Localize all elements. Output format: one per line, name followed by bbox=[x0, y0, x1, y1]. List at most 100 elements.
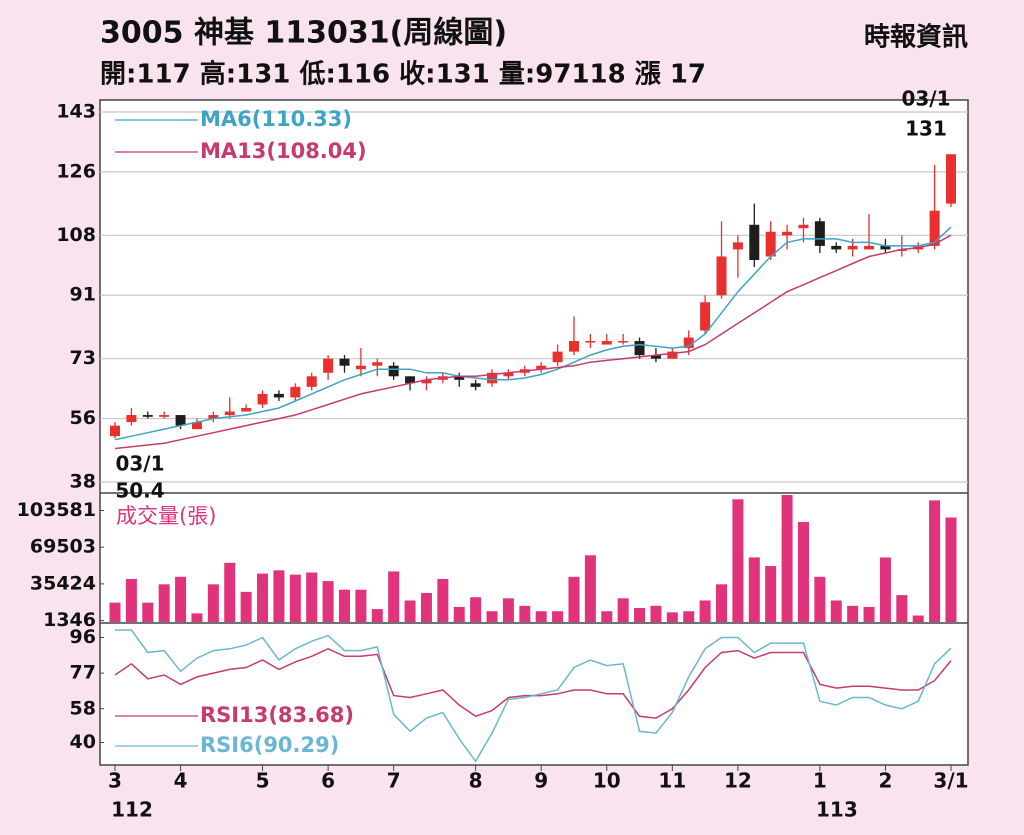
volume-bar bbox=[732, 499, 744, 622]
x-tick-label: 11 bbox=[658, 769, 686, 793]
volume-bar bbox=[388, 571, 400, 622]
y-tick-label: 56 bbox=[70, 407, 96, 429]
volume-bar bbox=[535, 611, 547, 622]
candle-body bbox=[241, 408, 252, 412]
title: 3005 神基 113031(周線圖) bbox=[100, 16, 507, 51]
panel-title: 成交量(張) bbox=[116, 504, 216, 528]
volume-bar bbox=[453, 606, 465, 622]
candle-body bbox=[552, 351, 563, 363]
y-tick-label: 73 bbox=[70, 347, 96, 369]
candle-body bbox=[454, 376, 465, 380]
y-tick-label: 35424 bbox=[30, 572, 96, 594]
candle-body bbox=[667, 351, 678, 359]
volume-bar bbox=[224, 562, 236, 622]
volume-bar bbox=[896, 595, 908, 622]
y-tick-label: 38 bbox=[70, 471, 96, 493]
volume-bar bbox=[601, 611, 613, 622]
volume-bar bbox=[699, 600, 711, 622]
candle-body bbox=[864, 245, 875, 250]
x-tick-label: 5 bbox=[256, 769, 270, 793]
candle-body bbox=[487, 372, 498, 384]
volume-bar bbox=[716, 584, 728, 622]
x-tick-label: 6 bbox=[321, 769, 335, 793]
candle-body bbox=[749, 224, 760, 260]
quote-info: 開:117 高:131 低:116 收:131 量:97118 漲 17 bbox=[100, 59, 706, 90]
volume-bar bbox=[257, 573, 269, 622]
volume-bar bbox=[371, 609, 383, 622]
volume-bar bbox=[634, 608, 646, 622]
candle-body bbox=[765, 231, 776, 257]
x-tick-label: 7 bbox=[387, 769, 401, 793]
candle-body bbox=[896, 249, 907, 251]
volume-bar bbox=[617, 598, 629, 622]
volume-bar bbox=[650, 605, 662, 622]
volume-bar bbox=[945, 517, 957, 622]
volume-bar bbox=[830, 600, 842, 622]
y-tick-label: 69503 bbox=[30, 536, 96, 558]
y-tick-label: 96 bbox=[70, 626, 96, 648]
legend-label: RSI13(83.68) bbox=[200, 703, 354, 727]
x-tick-label: 9 bbox=[534, 769, 548, 793]
x-tick-label: 3 bbox=[108, 769, 122, 793]
candle-body bbox=[142, 415, 153, 417]
candle-body bbox=[798, 224, 809, 229]
candle-body bbox=[880, 245, 891, 250]
year-label: 112 bbox=[111, 798, 153, 822]
candle-body bbox=[470, 383, 481, 387]
candle-body bbox=[159, 415, 170, 417]
high-note-value: 131 bbox=[905, 117, 947, 141]
x-tick-label: 10 bbox=[593, 769, 621, 793]
ma-line bbox=[114, 226, 952, 441]
legend-label: MA13(108.04) bbox=[200, 139, 367, 163]
candle-body bbox=[388, 365, 399, 377]
volume-bar bbox=[765, 566, 777, 622]
volume-bar bbox=[273, 570, 285, 622]
volume-bar bbox=[338, 589, 350, 622]
low-note-date: 03/1 bbox=[115, 452, 164, 476]
volume-bar bbox=[289, 574, 301, 622]
candle-body bbox=[946, 154, 956, 204]
candle-body bbox=[831, 245, 842, 250]
volume-bar bbox=[191, 613, 203, 622]
candle-body bbox=[601, 341, 612, 345]
candle-body bbox=[175, 415, 186, 426]
volume-bar bbox=[847, 605, 859, 622]
candle-body bbox=[372, 362, 383, 366]
y-tick-label: 108 bbox=[56, 224, 96, 246]
candle-body bbox=[191, 422, 202, 430]
y-tick-label: 126 bbox=[56, 160, 96, 182]
volume-bar bbox=[502, 598, 514, 622]
candle-body bbox=[306, 376, 317, 387]
volume-bar bbox=[306, 572, 318, 622]
candle-body bbox=[683, 337, 694, 349]
x-tick-label: 2 bbox=[878, 769, 892, 793]
volume-bar bbox=[912, 615, 924, 622]
volume-bar bbox=[175, 576, 187, 622]
volume-bar bbox=[486, 611, 498, 622]
candle-body bbox=[224, 411, 235, 416]
candle-body bbox=[421, 379, 432, 384]
candle-body bbox=[536, 365, 547, 370]
candle-body bbox=[618, 341, 629, 343]
volume-bar bbox=[552, 611, 564, 622]
volume-bar bbox=[781, 495, 793, 622]
candle-body bbox=[339, 358, 350, 366]
y-tick-label: 58 bbox=[70, 697, 96, 719]
high-note-date: 03/1 bbox=[901, 87, 950, 111]
candle-body bbox=[126, 415, 137, 423]
low-note-value: 50.4 bbox=[115, 479, 164, 503]
volume-bar bbox=[568, 576, 580, 622]
candle-body bbox=[355, 365, 366, 370]
volume-bar bbox=[683, 611, 695, 622]
candle-body bbox=[208, 415, 219, 419]
volume-bar bbox=[437, 578, 449, 622]
volume-bar bbox=[519, 605, 531, 622]
volume-bar bbox=[814, 576, 826, 622]
candle-body bbox=[847, 245, 858, 250]
volume-bar bbox=[158, 584, 170, 622]
volume-bar bbox=[207, 584, 219, 622]
candle-body bbox=[732, 242, 743, 250]
candle-body bbox=[716, 256, 727, 296]
x-tick-label: 12 bbox=[724, 769, 752, 793]
